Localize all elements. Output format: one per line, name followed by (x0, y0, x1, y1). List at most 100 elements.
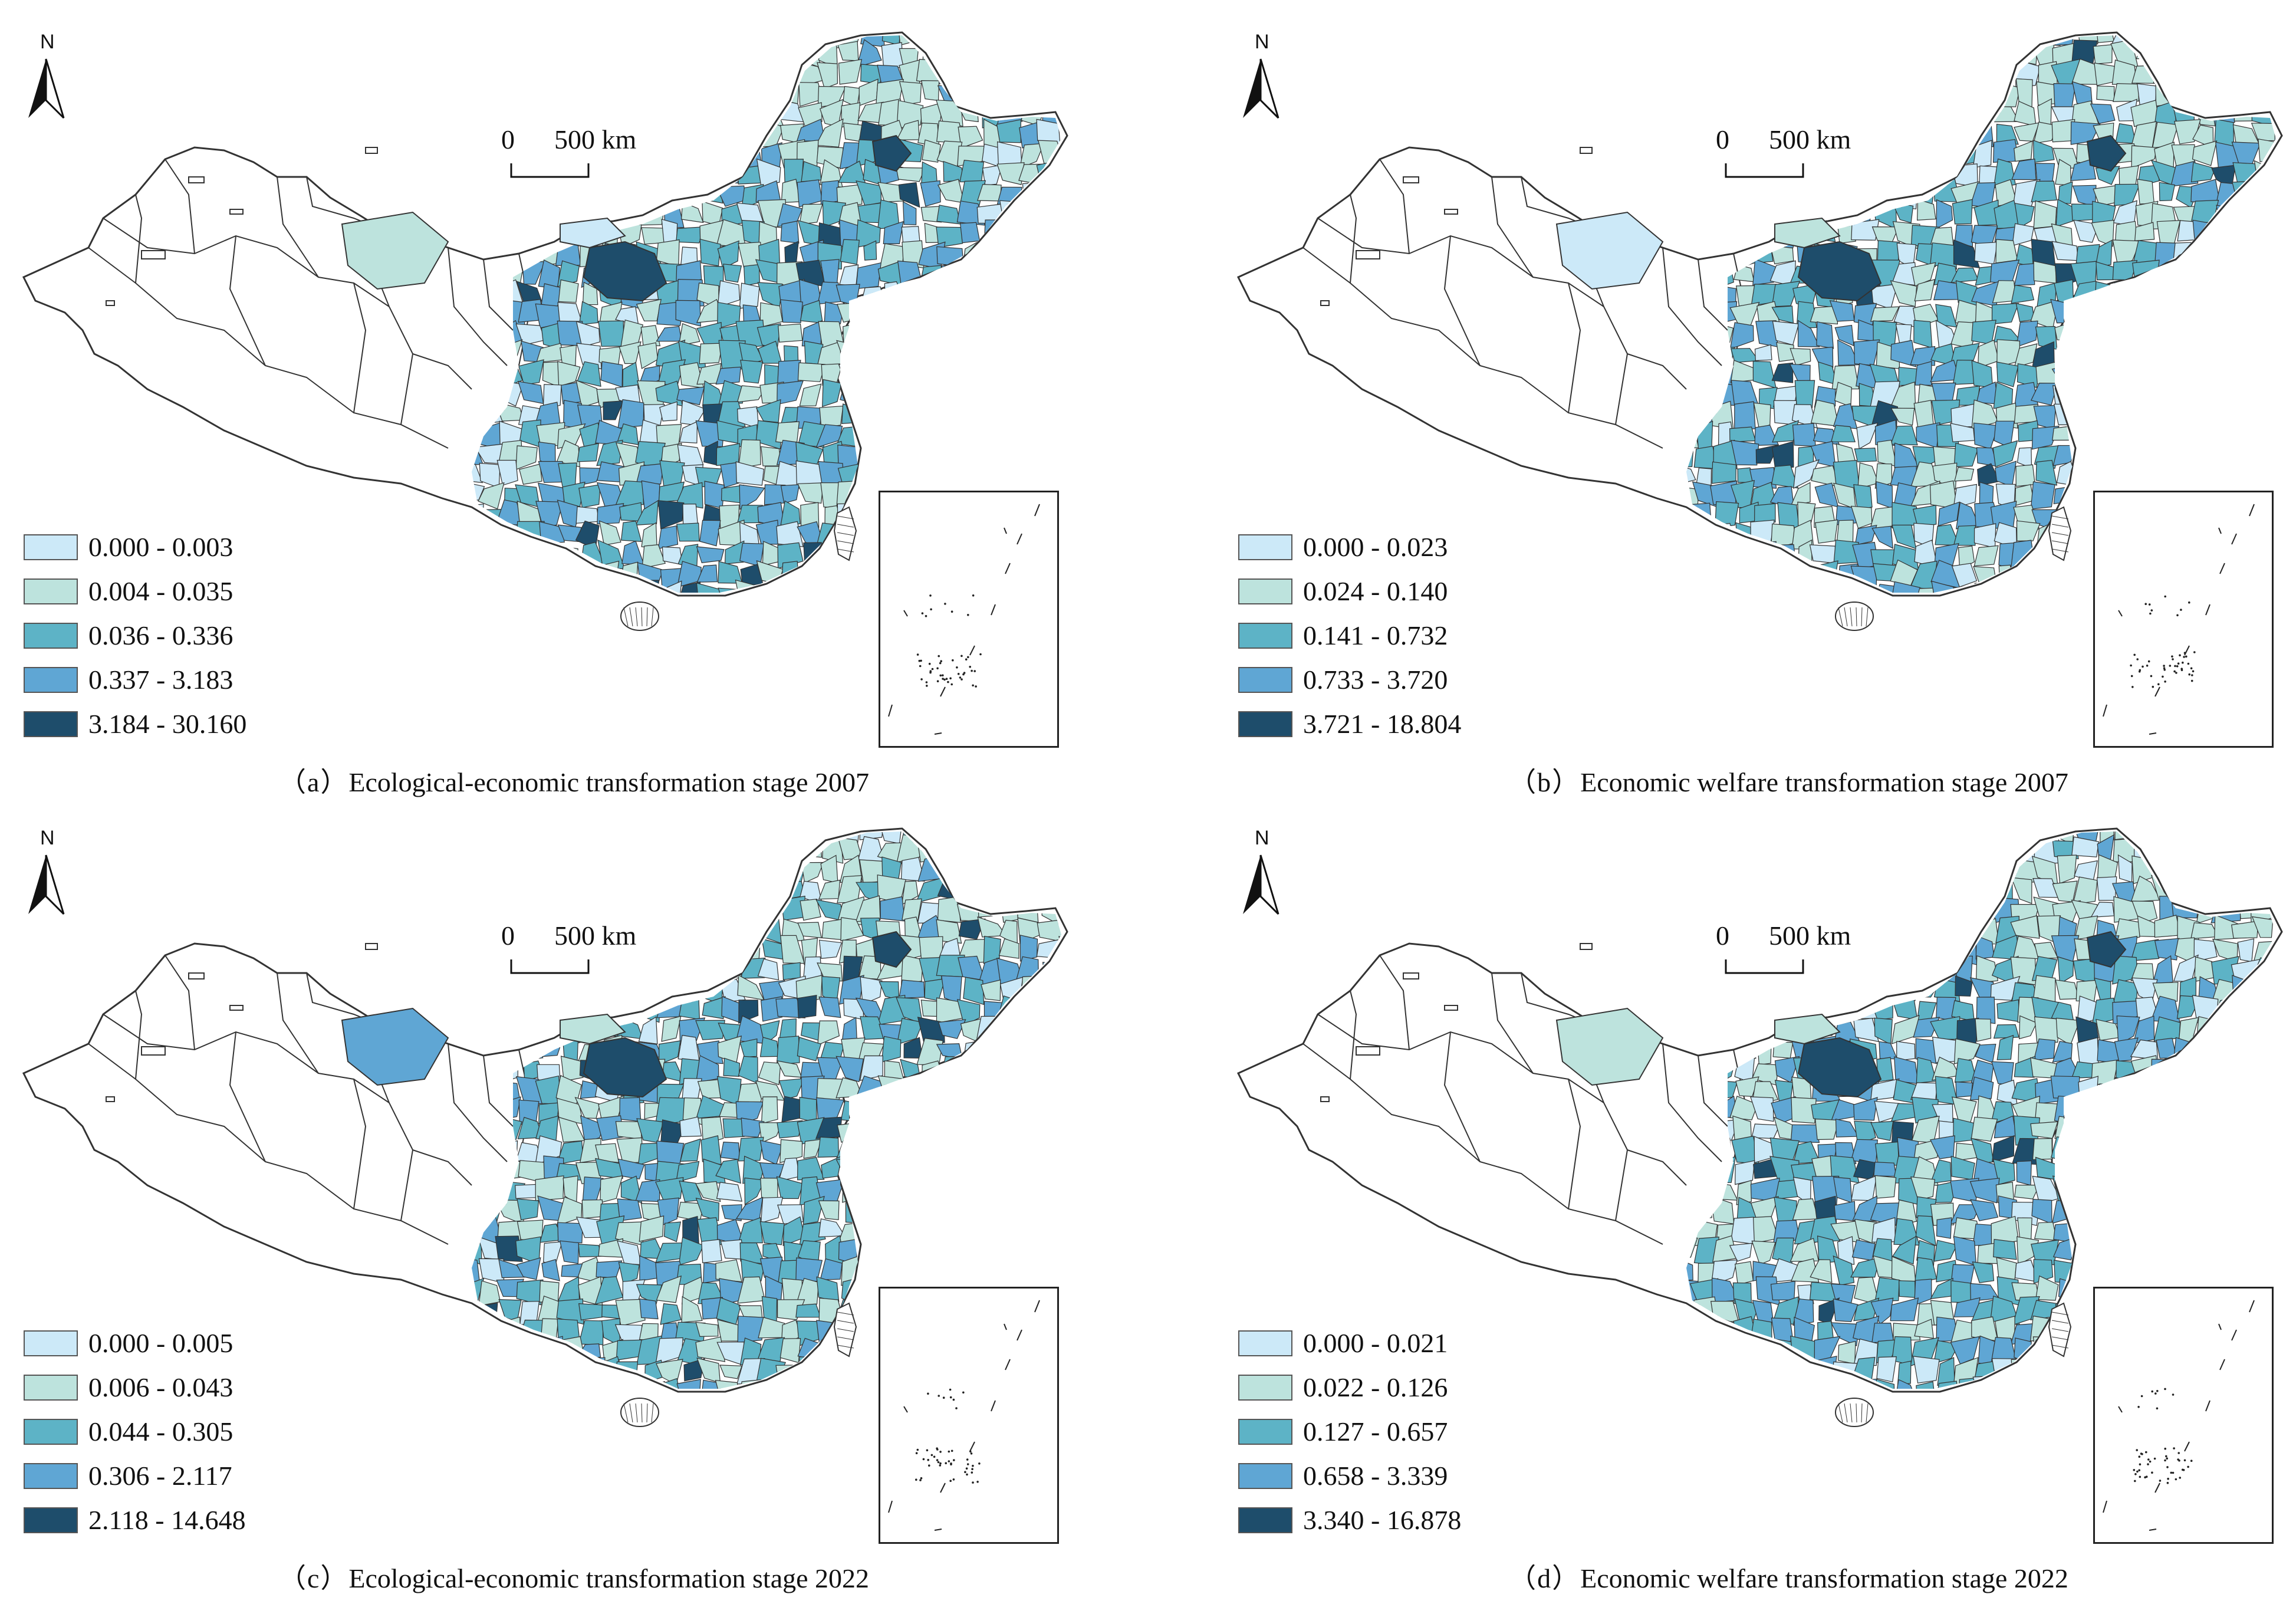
prefecture-cell (1996, 123, 2019, 145)
legend-swatch (1238, 667, 1292, 693)
prefecture-cell (677, 899, 705, 924)
prefecture-cell (855, 895, 881, 922)
prefecture-cell (472, 35, 483, 42)
prefecture-cell (1831, 104, 1857, 126)
prefecture-cell (696, 582, 722, 593)
prefecture-cell (2219, 1198, 2241, 1225)
prefecture-cell (2172, 242, 2200, 266)
prefecture-cell (2217, 1155, 2238, 1186)
prefecture-cell (517, 227, 539, 246)
prefecture-cell (504, 877, 522, 899)
prefecture-cell (636, 298, 662, 321)
prefecture-cell (716, 915, 745, 944)
prefecture-cell (1689, 220, 1716, 245)
prefecture-cell (997, 321, 1020, 344)
prefecture-cell (1832, 875, 1858, 902)
prefecture-cell (1872, 1402, 1897, 1424)
prefecture-cell (702, 936, 725, 961)
prefecture-cell (701, 1239, 722, 1264)
prefecture-cell (1996, 1034, 2014, 1060)
prefecture-cell (472, 856, 485, 882)
prefecture-cell (2210, 360, 2239, 390)
prefecture-cell (1038, 975, 1061, 1002)
prefecture-cell (475, 1359, 505, 1385)
prefecture-cell (1693, 834, 1716, 859)
prefecture-cell (1813, 581, 1840, 593)
prefecture-cell (958, 261, 983, 289)
prefecture-cell (1001, 46, 1025, 68)
prefecture-cell (1042, 831, 1061, 843)
prefecture-cell (2273, 480, 2276, 504)
prefecture-cell (2214, 241, 2240, 266)
prefecture-cell (2157, 324, 2176, 348)
prefecture-cell (936, 419, 966, 449)
prefecture-cell (2051, 363, 2075, 382)
prefecture-cell (659, 1040, 681, 1066)
prefecture-cell (776, 1036, 800, 1065)
prefecture-cell (1040, 241, 1061, 265)
prefecture-cell (2071, 836, 2100, 857)
prefecture-cell (1716, 219, 1738, 246)
prefecture-cell (1769, 974, 1799, 1004)
prefecture-cell (760, 1197, 784, 1224)
legend-label: 0.044 - 0.305 (88, 1416, 233, 1447)
prefecture-cell (2014, 140, 2033, 162)
prefecture-cell (963, 977, 985, 1005)
prefecture-cell (2030, 382, 2058, 406)
prefecture-cell (1729, 1243, 1753, 1262)
prefecture-cell (2271, 941, 2276, 965)
prefecture-cell (638, 181, 663, 206)
prefecture-cell (1686, 463, 1696, 485)
prefecture-cell (1731, 978, 1755, 1004)
prefecture-cell (1830, 895, 1855, 921)
prefecture-cell (621, 898, 646, 920)
prefecture-cell (2250, 1156, 2276, 1182)
prefecture-cell (1058, 1095, 1061, 1120)
legend: 0.000 - 0.005 0.006 - 0.043 0.044 - 0.305 0… (24, 1326, 354, 1550)
prefecture-cell (1930, 242, 1958, 270)
prefecture-cell (1935, 831, 1960, 842)
prefecture-cell (2274, 1217, 2276, 1246)
prefecture-cell (2091, 1202, 2118, 1218)
prefecture-cell (1833, 185, 1858, 205)
prefecture-cell (936, 1257, 966, 1286)
prefecture-cell (2094, 239, 2113, 268)
prefecture-cell (799, 203, 823, 225)
scale-bar: 0 500 km (501, 921, 678, 974)
prefecture-cell (1915, 1398, 1939, 1420)
prefecture-cell (1933, 1240, 1958, 1262)
prefecture-cell (2155, 1255, 2180, 1284)
prefecture-cell (636, 898, 666, 918)
prefecture-cell (2211, 265, 2241, 285)
prefecture-cell (861, 1140, 884, 1158)
prefecture-cell (1771, 1357, 1796, 1379)
prefecture-cell (581, 609, 604, 630)
prefecture-cell (616, 877, 645, 903)
prefecture-cell (2110, 319, 2136, 344)
prefecture-cell (472, 895, 482, 923)
prefecture-cell (979, 441, 1005, 465)
prefecture-cell (1931, 580, 1959, 593)
prefecture-cell (1022, 182, 1044, 205)
prefecture-cell (1932, 898, 1959, 922)
prefecture-cell (1056, 1296, 1061, 1319)
prefecture-cell (656, 857, 681, 884)
prefecture-cell (1871, 835, 1900, 863)
prefecture-cell (802, 831, 818, 842)
prefecture-cell (1890, 163, 1917, 188)
prefecture-cell (721, 1204, 742, 1221)
prefecture-cell (676, 226, 706, 244)
prefecture-cell (535, 35, 563, 48)
legend-swatch (24, 579, 78, 604)
prefecture-cell (736, 35, 763, 49)
prefecture-cell (575, 58, 602, 87)
prefecture-cell (1836, 831, 1858, 842)
prefecture-cell (2257, 380, 2276, 409)
prefecture-cell (878, 1198, 906, 1225)
legend-item: 0.127 - 0.657 (1238, 1414, 1568, 1449)
prefecture-cell (2256, 320, 2275, 346)
prefecture-cell (556, 81, 585, 109)
prefecture-cell (1062, 304, 1083, 321)
prefecture-cell (859, 831, 886, 840)
prefecture-cell (2134, 1195, 2157, 1224)
